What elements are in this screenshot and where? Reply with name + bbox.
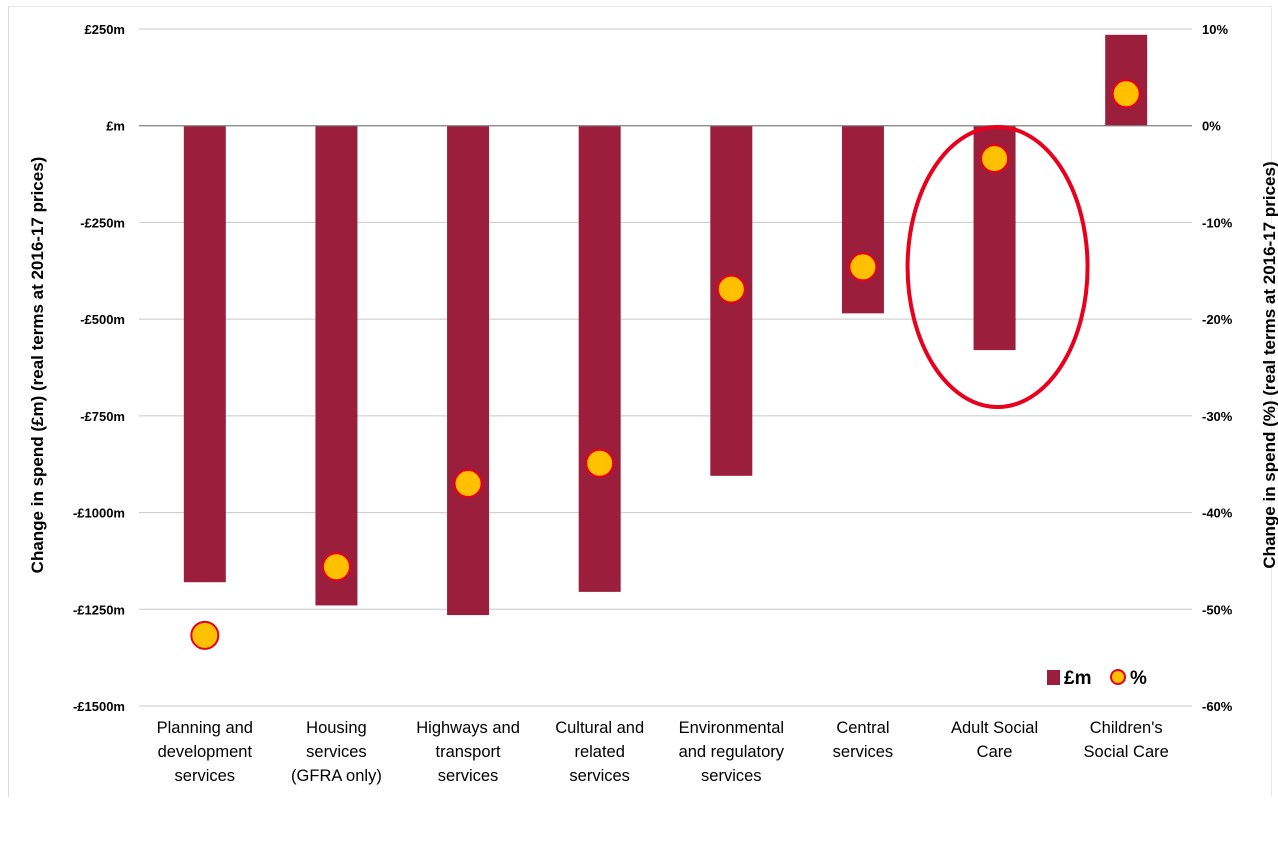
right-tick-label: -20% bbox=[1202, 312, 1233, 327]
percent-series bbox=[190, 79, 1141, 650]
percent-point bbox=[190, 620, 220, 650]
category-label: services bbox=[701, 767, 762, 785]
category-labels: Planning and development services Housing se… bbox=[157, 719, 1169, 785]
percent-point bbox=[321, 552, 351, 582]
legend-swatch-bar bbox=[1047, 670, 1060, 685]
bar bbox=[578, 125, 621, 592]
bar bbox=[315, 125, 358, 606]
category-label: services bbox=[569, 767, 630, 785]
legend-label-dot: % bbox=[1130, 668, 1147, 689]
left-tick-label: -£500m bbox=[80, 312, 125, 327]
category-label: Planning and bbox=[157, 719, 253, 737]
percent-point bbox=[585, 448, 615, 478]
left-tick-label: -£250m bbox=[80, 215, 125, 230]
category-label: related bbox=[574, 743, 624, 761]
highlight-ellipse bbox=[905, 125, 1090, 409]
right-tick-label: -60% bbox=[1202, 699, 1233, 714]
category-label: Social Care bbox=[1084, 743, 1169, 761]
right-tick-label: -30% bbox=[1202, 409, 1233, 424]
category-label: Cultural and bbox=[555, 719, 644, 737]
legend-swatch-dot bbox=[1110, 669, 1126, 685]
bar bbox=[183, 125, 226, 583]
category-label: services bbox=[833, 743, 894, 761]
right-tick-label: 10% bbox=[1202, 22, 1228, 37]
category-label: and regulatory bbox=[679, 743, 785, 761]
category-label: transport bbox=[436, 743, 502, 761]
category-label: Housing bbox=[306, 719, 367, 737]
left-tick-label: -£1250m bbox=[73, 602, 125, 617]
category-label: Children's bbox=[1090, 719, 1163, 737]
category-label: services bbox=[438, 767, 499, 785]
percent-point bbox=[980, 144, 1010, 174]
category-label: Adult Social bbox=[951, 719, 1038, 737]
left-tick-label: -£1000m bbox=[73, 506, 125, 521]
right-axis-title: Change in spend (%) (real terms at 2016-… bbox=[1260, 161, 1278, 568]
legend: £m % bbox=[1047, 668, 1147, 689]
percent-point bbox=[453, 469, 483, 499]
percent-point bbox=[716, 274, 746, 304]
bar bbox=[447, 125, 490, 616]
left-axis-title: Change in spend (£m) (real terms at 2016… bbox=[28, 157, 47, 574]
right-axis-ticks: 10% 0% -10% -20% -30% -40% -50% -60% bbox=[1202, 22, 1233, 714]
bar-series bbox=[183, 34, 1148, 616]
category-label: services bbox=[306, 743, 367, 761]
right-tick-label: -40% bbox=[1202, 506, 1233, 521]
right-tick-label: -10% bbox=[1202, 215, 1233, 230]
left-tick-label: £250m bbox=[85, 22, 125, 37]
category-label: Environmental bbox=[679, 719, 784, 737]
category-label: (GFRA only) bbox=[291, 767, 382, 785]
chart-frame bbox=[8, 6, 1272, 797]
category-label: Central bbox=[836, 719, 889, 737]
left-tick-label: -£750m bbox=[80, 409, 125, 424]
right-tick-label: -50% bbox=[1202, 602, 1233, 617]
percent-point bbox=[1111, 79, 1141, 109]
left-tick-label: £m bbox=[106, 119, 125, 134]
left-tick-label: -£1500m bbox=[73, 699, 125, 714]
percent-point bbox=[848, 252, 878, 282]
category-label: services bbox=[175, 767, 236, 785]
highlight-ellipse-shape bbox=[905, 125, 1090, 409]
category-label: Care bbox=[977, 743, 1013, 761]
legend-label-bar: £m bbox=[1064, 668, 1091, 689]
bar bbox=[841, 125, 884, 314]
category-label: Highways and bbox=[416, 719, 520, 737]
left-axis-ticks: £250m £m -£250m -£500m -£750m -£1000m -£1250m -… bbox=[73, 22, 125, 714]
gridlines bbox=[139, 28, 1192, 707]
right-tick-label: 0% bbox=[1202, 119, 1221, 134]
category-label: development bbox=[158, 743, 253, 761]
